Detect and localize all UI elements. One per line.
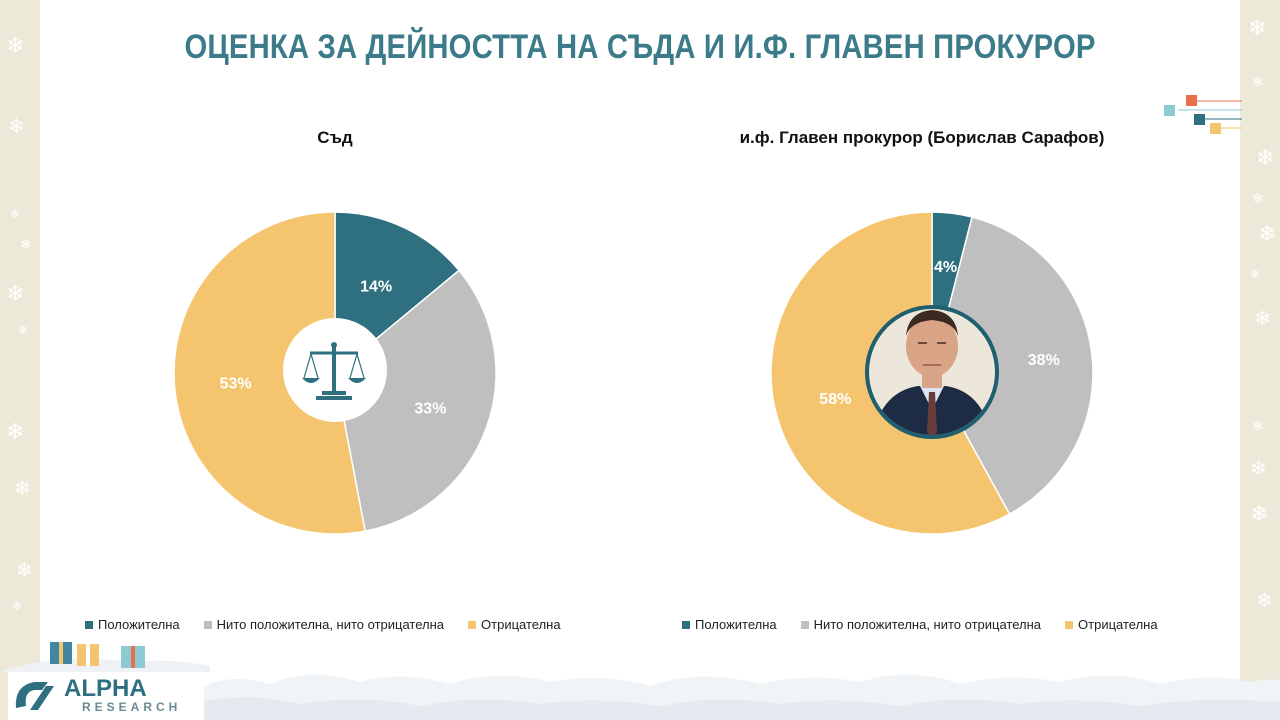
slice-neutral [931,216,1094,516]
logo-mark-icon [8,672,204,720]
legend-swatch [85,620,93,629]
snowflake-icon: ❄ [18,323,29,337]
slice-negative [173,211,367,535]
snowflake-icon: ❄ [6,34,25,59]
legend-swatch [682,620,690,629]
data-label: 53% [220,375,252,392]
snowflake-icon: ❄ [1250,502,1269,527]
snowflake-icon: ❄ [1250,456,1267,480]
snowflake-icon: ❄ [12,599,23,613]
prosecutor-legend: Положителна Нито положителна, нито отриц… [682,617,1182,632]
legend-swatch [1065,620,1074,629]
snowflake-icon: ❄ [1258,222,1277,247]
right-decor-panel [1240,0,1280,720]
court-legend: Положителна Нито положителна, нито отриц… [85,617,585,632]
prosecutor-chart-title: и.ф. Главен прокурор (Борислав Сарафов) [739,128,1105,147]
legend-item-positive: Положителна [682,617,777,632]
snowflake-icon: ❄ [1250,267,1261,281]
snowflake-icon: ❄ [1256,146,1275,171]
data-label: 33% [414,400,446,417]
scales-of-justice-icon [283,318,387,422]
legend-swatch [468,620,477,629]
gift-boxes-decoration [0,642,210,672]
snowflake-icon: ❄ [1256,588,1273,612]
legend-item-positive: Положителна [85,617,180,632]
portrait-photo [865,305,999,439]
legend-swatch [800,620,809,629]
snow-decoration [200,674,1280,720]
court-chart-title: Съд [317,128,353,147]
logo-sub: RESEARCH [82,700,182,714]
slice-neutral [334,269,497,533]
snowflake-icon: ❄ [1252,191,1264,207]
snowflake-icon: ❄ [1248,16,1267,41]
snowflake-icon: ❄ [1252,419,1264,435]
snowflake-icon: ❄ [20,237,32,253]
data-label: 38% [1028,352,1060,369]
snowflake-icon: ❄ [6,420,25,445]
data-label: 4% [934,259,957,276]
snowflake-icon: ❄ [10,207,21,221]
snowflake-icon: ❄ [1254,306,1271,330]
court-pie-chart: 14% 33% 53% [173,211,497,535]
snowflake-icon: ❄ [1252,75,1264,91]
data-label: 58% [819,391,851,408]
data-label: 14% [360,279,392,296]
slide-title: ОЦЕНКА ЗА ДЕЙНОСТТА НА СЪДА И И.Ф. ГЛАВЕ… [184,28,1096,66]
decorative-squares [1164,95,1242,134]
snowflake-icon: ❄ [16,558,33,582]
legend-item-neutral: Нито положителна, нито отрицателна [203,617,444,632]
snowflake-icon: ❄ [8,114,25,138]
snowflake-icon: ❄ [14,476,31,500]
legend-item-neutral: Нито положителна, нито отрицателна [800,617,1041,632]
snowflake-icon: ❄ [6,282,25,307]
alpha-research-logo: ALPHA RESEARCH [8,672,204,720]
logo-name: ALPHA [64,675,147,702]
legend-item-negative: Отрицателна [468,617,561,632]
legend-swatch [203,620,212,629]
left-decor-panel [0,0,40,720]
legend-item-negative: Отрицателна [1065,617,1158,632]
